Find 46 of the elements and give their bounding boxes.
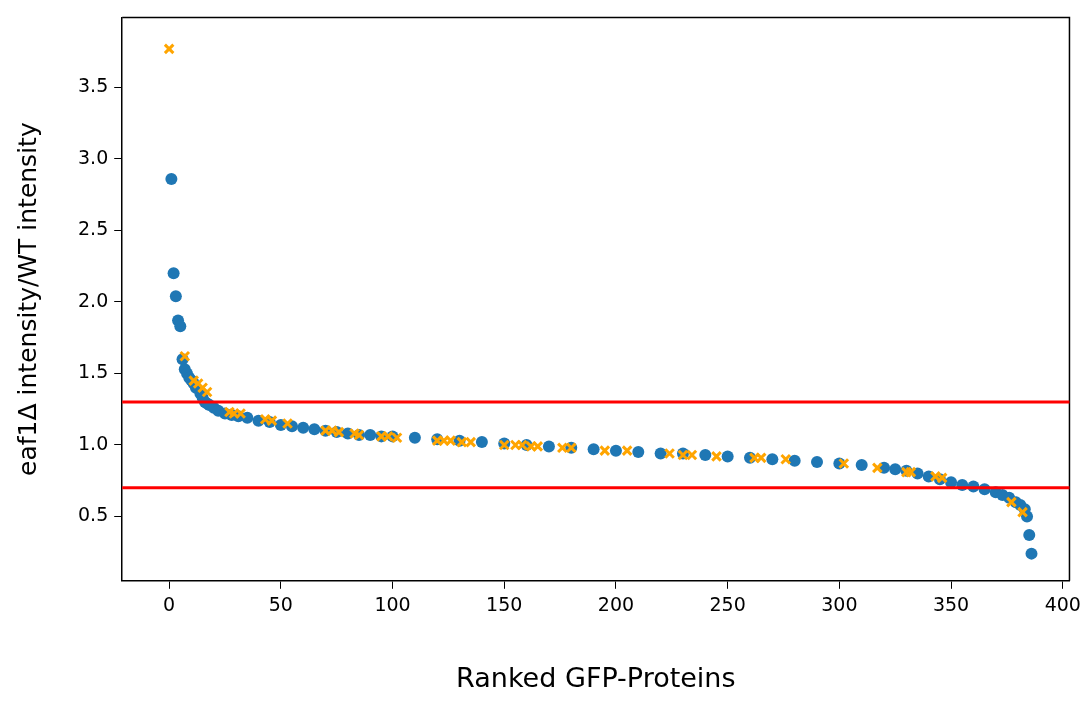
point	[525, 440, 537, 453]
x-tick-label: 200	[597, 593, 635, 616]
point	[871, 462, 884, 474]
y-tick-label: 1.0	[78, 431, 109, 454]
y-tick-label: 0.5	[78, 503, 109, 526]
point	[192, 377, 204, 390]
point	[780, 453, 792, 465]
y-axis-title: eaf1Δ intensity/WT intensity	[12, 122, 42, 476]
point	[326, 424, 338, 437]
y-tick-label: 1.5	[78, 360, 109, 383]
point	[686, 449, 698, 461]
point	[599, 444, 611, 457]
x-tick-label: 150	[486, 593, 523, 616]
point	[532, 440, 544, 453]
point	[201, 386, 213, 398]
point	[196, 382, 209, 394]
point	[348, 427, 361, 440]
x-tick-label: 0	[163, 593, 176, 616]
point	[438, 434, 450, 447]
x-axis-title: Ranked GFP-Proteins	[456, 661, 736, 693]
x-tick-label: 400	[1044, 593, 1081, 616]
point	[391, 432, 403, 444]
x-tick-label: 250	[709, 593, 746, 616]
x-tick-label: 100	[374, 593, 411, 616]
y-tick-label: 3.5	[78, 74, 109, 97]
y-tick-label: 3.0	[78, 145, 109, 168]
point	[838, 457, 850, 470]
x-tick-label: 300	[821, 593, 858, 616]
x-tick-label: 350	[932, 593, 970, 616]
point	[663, 447, 676, 460]
point	[1005, 496, 1018, 508]
point	[710, 450, 723, 463]
point	[444, 434, 457, 447]
y-tick-label: 2.5	[78, 217, 109, 240]
point	[163, 43, 175, 55]
x-tick-label: 50	[268, 593, 293, 616]
point	[259, 413, 271, 425]
point	[929, 470, 942, 483]
point	[516, 439, 528, 451]
point	[621, 444, 633, 457]
point	[509, 439, 522, 451]
point	[382, 430, 394, 443]
point	[755, 452, 767, 464]
point	[281, 417, 294, 430]
y-tick-label: 2.0	[78, 288, 109, 311]
point	[748, 452, 761, 464]
